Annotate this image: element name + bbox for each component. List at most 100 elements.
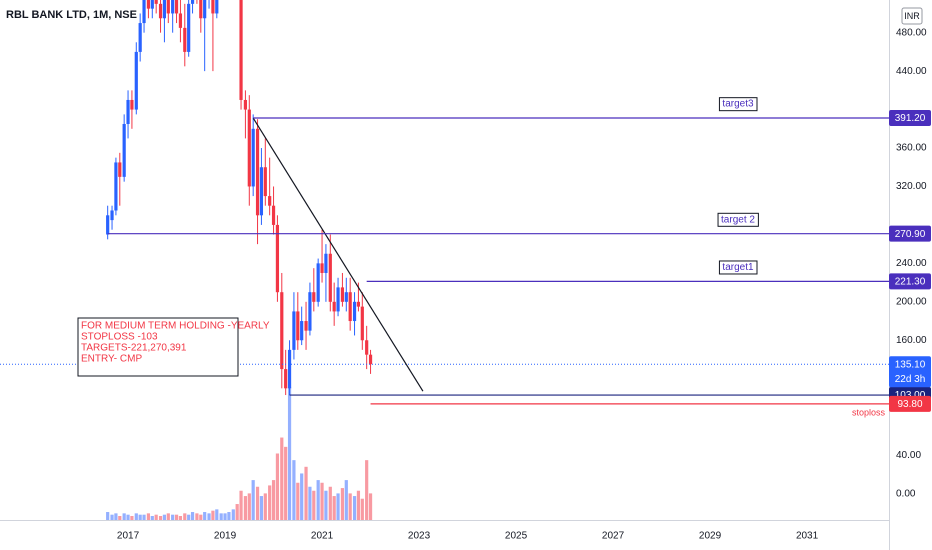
volume-bar xyxy=(275,453,280,520)
volume-bar xyxy=(166,513,170,520)
volume-bar xyxy=(122,513,126,520)
y-tick-label: 0.00 xyxy=(896,489,916,500)
plot-area: target3 target 2 target1 stoploss FOR MEDIUM… xyxy=(0,0,890,520)
volume-bar xyxy=(336,493,340,520)
candle-body xyxy=(150,0,154,9)
volume-bar xyxy=(171,514,175,520)
x-tick-label: 2019 xyxy=(214,531,237,542)
level-name-box xyxy=(718,260,758,275)
candle-body xyxy=(255,128,260,216)
candle-body xyxy=(247,109,251,187)
volume-bar xyxy=(154,514,158,520)
volume-bar xyxy=(203,512,207,520)
candle-body xyxy=(154,0,158,4)
y-tick-label: 320.00 xyxy=(896,181,927,192)
annotation-box xyxy=(77,317,239,377)
volume-bar xyxy=(174,514,179,520)
x-tick-label: 2027 xyxy=(602,531,625,542)
candle-body xyxy=(368,354,373,365)
candle-body xyxy=(215,0,219,14)
volume-bar xyxy=(352,496,357,520)
volume-bar xyxy=(235,504,239,520)
candle-body xyxy=(365,340,369,355)
candle-body xyxy=(332,301,336,312)
candle-body xyxy=(280,292,284,370)
level-price-label: 221.30 xyxy=(895,276,926,287)
level-name: target1 xyxy=(722,262,754,273)
candle-body xyxy=(292,311,296,350)
level-name: target 2 xyxy=(721,214,755,225)
volume-bar xyxy=(110,514,114,520)
volume-bar xyxy=(178,516,183,520)
y-tick-label: 40.00 xyxy=(896,450,921,461)
volume-bar xyxy=(340,488,345,520)
last-price-box xyxy=(889,356,931,388)
candle-body xyxy=(130,99,134,110)
volume-bar xyxy=(118,516,122,520)
candle-body xyxy=(158,3,163,19)
volume-bar xyxy=(114,513,118,520)
candle-body xyxy=(134,51,138,110)
candle-body xyxy=(251,128,255,187)
candle-body xyxy=(142,0,146,24)
y-tick-label: 240.00 xyxy=(896,258,927,269)
candle-body xyxy=(110,210,114,221)
volume-bar xyxy=(296,482,300,520)
x-tick-label: 2021 xyxy=(311,531,334,542)
volume-bar xyxy=(138,514,142,520)
level-price-box xyxy=(889,395,931,412)
volume-bar xyxy=(183,513,187,520)
volume-bar xyxy=(328,486,332,520)
candle-body xyxy=(304,321,308,331)
x-tick-label: 2029 xyxy=(699,531,722,542)
annotation-line: ENTRY- CMP xyxy=(81,354,142,365)
volume-bar xyxy=(308,486,312,520)
candle-body xyxy=(287,349,292,389)
candle-body xyxy=(320,263,324,273)
volume-bar xyxy=(304,466,308,520)
x-tick-label: 2031 xyxy=(796,531,819,542)
volume-bar xyxy=(292,460,296,520)
volume-bar xyxy=(199,514,203,520)
volume-bar xyxy=(263,493,267,520)
candle-body xyxy=(106,215,110,235)
candle-body xyxy=(122,123,126,177)
volume-bar xyxy=(207,513,211,520)
volume-bar xyxy=(360,498,364,520)
candle-body xyxy=(340,287,345,302)
candle-body xyxy=(259,167,264,216)
candle-body xyxy=(187,3,191,52)
y-tick-label: 160.00 xyxy=(896,335,927,346)
volume-bar xyxy=(312,490,316,520)
volume-bar xyxy=(195,513,199,520)
candle-body xyxy=(275,224,280,293)
last-price-label: 135.10 xyxy=(895,359,926,370)
candle-body xyxy=(162,0,167,19)
volume-bar xyxy=(280,437,284,520)
level-price-box xyxy=(889,225,931,242)
chart-title: RBL BANK LTD, 1M, NSE xyxy=(6,9,137,21)
volume-bar xyxy=(287,387,292,520)
volume-bar xyxy=(150,516,154,520)
volume-bar xyxy=(284,446,288,520)
level-price-label: 103.00 xyxy=(895,390,926,401)
volume-bar xyxy=(162,514,167,520)
candle-body xyxy=(344,292,348,302)
candle-body xyxy=(174,0,179,14)
volume-bar xyxy=(247,493,251,520)
candle-body xyxy=(126,99,130,124)
candle-body xyxy=(211,0,215,14)
volume-bar xyxy=(368,493,373,520)
countdown: 22d 3h xyxy=(895,374,926,385)
candle-body xyxy=(203,0,207,19)
candle-body xyxy=(243,99,248,110)
candle-body xyxy=(352,301,357,322)
volume-bar xyxy=(126,514,130,520)
candle-body xyxy=(268,196,272,206)
candle-body xyxy=(324,253,328,273)
candle-body xyxy=(118,162,122,177)
volume-bar xyxy=(251,480,255,520)
candle-body xyxy=(146,0,151,9)
